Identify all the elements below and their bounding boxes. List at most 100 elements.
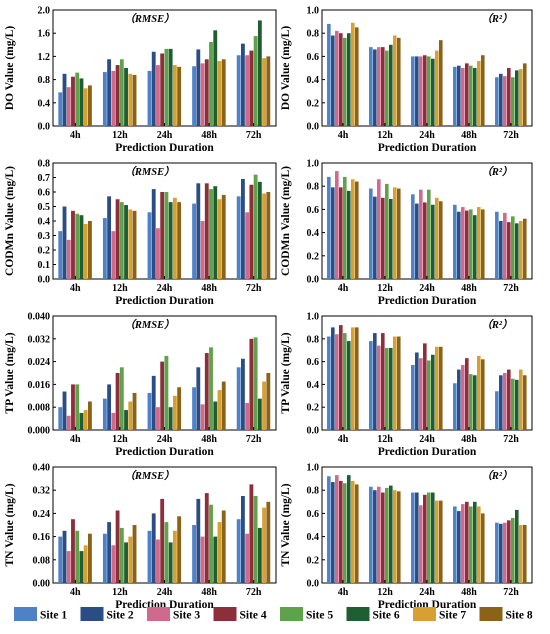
- bar: [495, 77, 499, 126]
- bar: [469, 209, 473, 279]
- bar: [472, 375, 477, 430]
- bar: [511, 216, 515, 279]
- x-tick-label: 12h: [112, 283, 128, 294]
- y-tick-label: 0.16: [33, 532, 51, 543]
- bar: [346, 190, 351, 279]
- bar: [495, 391, 499, 430]
- bar: [392, 187, 397, 279]
- bar: [469, 65, 473, 126]
- legend-label: Site 3: [173, 610, 200, 622]
- y-tick-label: 1.2: [38, 52, 51, 63]
- bar: [156, 539, 160, 583]
- bar: [200, 404, 205, 430]
- x-tick-label: 24h: [157, 434, 173, 445]
- bar: [480, 55, 485, 126]
- y-tick-label: 0.4: [307, 228, 320, 239]
- bar: [511, 77, 515, 126]
- bar: [62, 391, 67, 430]
- bar: [111, 70, 116, 126]
- bar: [147, 212, 152, 279]
- y-axis-title: DO Value (mg/L): [4, 26, 16, 111]
- y-tick-label: 0.2: [38, 246, 51, 257]
- bar: [461, 504, 465, 583]
- bar: [102, 398, 107, 430]
- bar: [266, 373, 271, 430]
- x-tick-label: 48h: [201, 283, 217, 294]
- bar: [419, 189, 423, 279]
- bar: [427, 56, 431, 126]
- bar: [253, 496, 258, 583]
- bar: [124, 68, 128, 126]
- bar: [200, 63, 205, 126]
- y-tick-label: 0.6: [307, 205, 320, 216]
- bar: [434, 500, 439, 583]
- bar: [499, 221, 503, 279]
- bar: [392, 490, 397, 583]
- bar: [124, 542, 128, 583]
- bar: [373, 333, 377, 430]
- bar: [381, 333, 385, 430]
- x-tick-label: 24h: [157, 587, 173, 598]
- bar: [217, 61, 222, 126]
- bar: [62, 530, 67, 583]
- x-tick-label: 4h: [70, 434, 81, 445]
- x-tick-label: 72h: [503, 283, 519, 294]
- y-tick-label: 0.0: [307, 275, 320, 286]
- bar: [388, 347, 393, 430]
- bar: [335, 475, 339, 583]
- legend-swatch: [479, 607, 503, 621]
- bar: [200, 221, 205, 279]
- x-tick-label: 24h: [419, 587, 435, 598]
- bar: [160, 192, 165, 279]
- y-tick-label: 1.0: [307, 463, 320, 474]
- bar: [66, 415, 71, 430]
- y-axis-title: TP Value (mg/L): [280, 332, 292, 413]
- bar: [245, 533, 250, 583]
- bar: [177, 66, 182, 126]
- y-tick-label: 0.2: [307, 251, 320, 262]
- y-tick-label: 1.6: [38, 29, 51, 40]
- bar: [164, 355, 169, 430]
- bar: [411, 194, 415, 279]
- bar: [327, 176, 331, 279]
- bar: [415, 492, 419, 583]
- metric-annotation: （RMSE）: [124, 165, 174, 178]
- bar: [350, 179, 355, 279]
- bar: [514, 379, 519, 430]
- y-tick-label: 0.032: [28, 334, 51, 345]
- bar: [327, 23, 331, 127]
- bar: [221, 59, 226, 126]
- bar: [66, 551, 71, 583]
- bar: [177, 202, 182, 279]
- bar: [396, 336, 401, 430]
- bar: [514, 223, 519, 279]
- y-tick-label: 1.0: [307, 6, 320, 17]
- x-tick-label: 72h: [246, 434, 262, 445]
- y-tick-label: 0.5: [38, 202, 51, 213]
- bar: [132, 210, 137, 279]
- bar: [522, 218, 527, 279]
- bar: [147, 530, 152, 583]
- bar: [257, 398, 262, 430]
- bar: [221, 510, 226, 583]
- x-tick-label: 48h: [201, 587, 217, 598]
- bar: [196, 49, 201, 126]
- bar: [160, 498, 165, 583]
- bar: [511, 518, 515, 583]
- bar: [217, 522, 222, 583]
- y-tick-label: 0.016: [28, 380, 51, 391]
- bar: [415, 352, 419, 430]
- y-tick-label: 0.32: [33, 486, 51, 497]
- bar: [66, 239, 71, 279]
- x-tick-label: 4h: [338, 434, 349, 445]
- bar: [262, 507, 267, 583]
- x-tick-label: 12h: [112, 587, 128, 598]
- bar: [115, 510, 120, 583]
- chart-panel: 0.0 0.4 0.8 1.2 1.6 2.0 4h 12h 24h 48h 72h （RMSE） Pr…: [4, 6, 277, 154]
- bar: [132, 74, 137, 126]
- bar: [156, 228, 160, 279]
- bar: [388, 198, 393, 279]
- bar: [111, 545, 116, 583]
- x-tick-label: 48h: [461, 434, 477, 445]
- bar: [396, 37, 401, 127]
